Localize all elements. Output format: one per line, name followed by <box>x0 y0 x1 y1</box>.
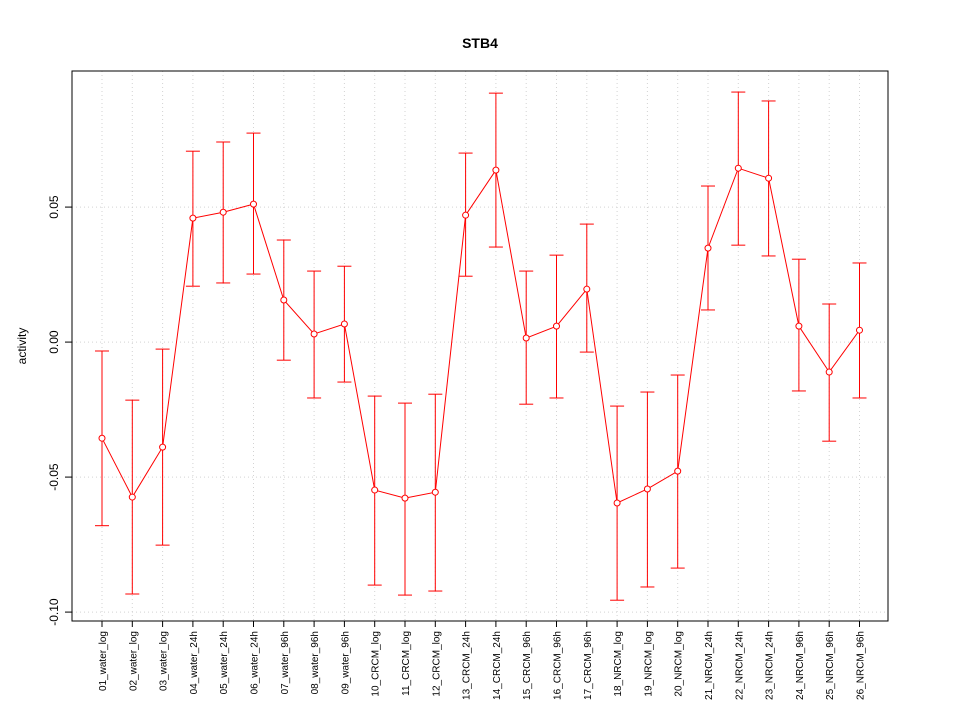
data-point <box>310 330 318 338</box>
data-point <box>522 334 530 342</box>
data-point <box>765 174 773 182</box>
x-tick-label: 20_NRCM_log <box>674 631 685 697</box>
x-tick-label: 02_water_log <box>128 631 139 691</box>
x-tick-label: 22_NRCM_24h <box>734 631 745 700</box>
data-point <box>856 326 863 334</box>
data-point <box>280 296 288 304</box>
x-tick-label: 26_NRCM_96h <box>856 631 867 700</box>
y-axis-label: activity <box>15 328 29 365</box>
x-tick-label: 12_CRCM_log <box>431 631 442 697</box>
data-point <box>98 434 106 442</box>
data-point <box>674 467 682 475</box>
data-point <box>553 322 560 330</box>
data-point <box>795 322 803 330</box>
x-tick-label: 05_water_24h <box>219 631 230 694</box>
data-point <box>371 486 379 494</box>
x-tick-label: 07_water_96h <box>280 631 291 694</box>
data-point <box>704 244 712 252</box>
data-point <box>734 164 742 172</box>
plot-frame <box>71 70 889 622</box>
chart-title: STB4 <box>462 35 498 51</box>
x-tick-label: 08_water_96h <box>310 631 321 694</box>
data-point <box>219 208 227 216</box>
x-tick-label: 18_NRCM_log <box>613 631 624 697</box>
x-axis: 01_water_log 02_water_log 03_water_log 04_w… <box>98 620 867 700</box>
x-tick-label: 15_CRCM_96h <box>522 631 533 700</box>
x-tick-label: 03_water_log <box>159 631 170 691</box>
data-point <box>613 499 621 507</box>
data-point <box>431 488 439 496</box>
x-tick-label: 09_water_96h <box>340 631 351 694</box>
x-tick-label: 06_water_24h <box>250 631 261 694</box>
x-tick-label: 01_water_log <box>98 631 109 691</box>
x-tick-label: 16_CRCM_96h <box>553 631 564 700</box>
data-point <box>340 320 348 328</box>
y-tick-label: -0.10 <box>47 598 61 626</box>
x-tick-label: 10_CRCM_log <box>371 631 382 697</box>
x-tick-label: 11_CRCM_log <box>401 631 412 696</box>
series-line <box>101 167 860 504</box>
x-tick-label: 13_CRCM_24h <box>462 631 473 700</box>
x-tick-label: 21_NRCM_24h <box>704 631 715 700</box>
data-point <box>462 211 470 219</box>
data-point <box>583 285 591 293</box>
x-tick-label: 14_CRCM_24h <box>492 631 503 700</box>
data-point <box>401 494 409 502</box>
y-tick-label: -0.05 <box>47 463 61 491</box>
data-point <box>825 368 833 376</box>
data-point <box>128 493 136 501</box>
data-point <box>643 485 651 493</box>
x-tick-label: 23_NRCM_24h <box>765 631 776 700</box>
data-point <box>492 166 500 174</box>
y-tick-label: 0.05 <box>47 195 61 219</box>
y-axis: -0.10 -0.05 0.00 0.05 <box>47 195 73 626</box>
data-point <box>189 214 197 222</box>
data-point <box>159 443 167 451</box>
grid <box>72 71 888 621</box>
x-tick-label: 24_NRCM_96h <box>795 631 806 700</box>
series <box>95 91 867 601</box>
y-tick-label: 0.00 <box>47 330 61 354</box>
x-tick-label: 19_NRCM_log <box>643 631 654 697</box>
x-tick-label: 17_CRCM_96h <box>583 631 594 700</box>
x-tick-label: 25_NRCM_96h <box>825 631 836 700</box>
data-point <box>250 200 257 208</box>
x-tick-label: 04_water_24h <box>189 631 200 694</box>
